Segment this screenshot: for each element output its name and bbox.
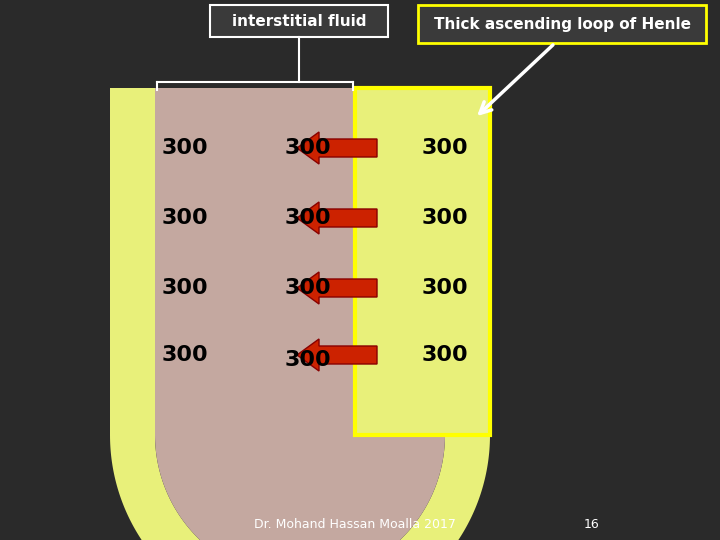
Polygon shape <box>355 88 490 435</box>
FancyArrow shape <box>297 339 377 371</box>
FancyArrow shape <box>297 132 377 164</box>
Polygon shape <box>155 435 445 540</box>
Text: 300: 300 <box>162 345 208 365</box>
Text: 300: 300 <box>422 138 468 158</box>
Text: 300: 300 <box>284 350 331 370</box>
Text: 300: 300 <box>284 278 331 298</box>
Polygon shape <box>110 435 490 540</box>
Text: Thick ascending loop of Henle: Thick ascending loop of Henle <box>433 17 690 31</box>
Text: Dr. Mohand Hassan Moalla 2017: Dr. Mohand Hassan Moalla 2017 <box>254 517 456 530</box>
Text: 300: 300 <box>162 208 208 228</box>
Text: interstitial fluid: interstitial fluid <box>232 14 366 29</box>
Text: 300: 300 <box>284 138 331 158</box>
FancyArrow shape <box>297 202 377 234</box>
Text: 300: 300 <box>162 138 208 158</box>
Text: 16: 16 <box>584 517 600 530</box>
Polygon shape <box>155 88 355 435</box>
Bar <box>210 5 388 37</box>
Bar <box>418 5 706 43</box>
Text: 300: 300 <box>162 278 208 298</box>
Text: 300: 300 <box>284 208 331 228</box>
FancyArrow shape <box>297 272 377 304</box>
Polygon shape <box>110 88 155 435</box>
Text: 300: 300 <box>422 345 468 365</box>
Bar <box>355 88 490 435</box>
Text: 300: 300 <box>422 278 468 298</box>
Text: 300: 300 <box>422 208 468 228</box>
Polygon shape <box>445 88 490 435</box>
